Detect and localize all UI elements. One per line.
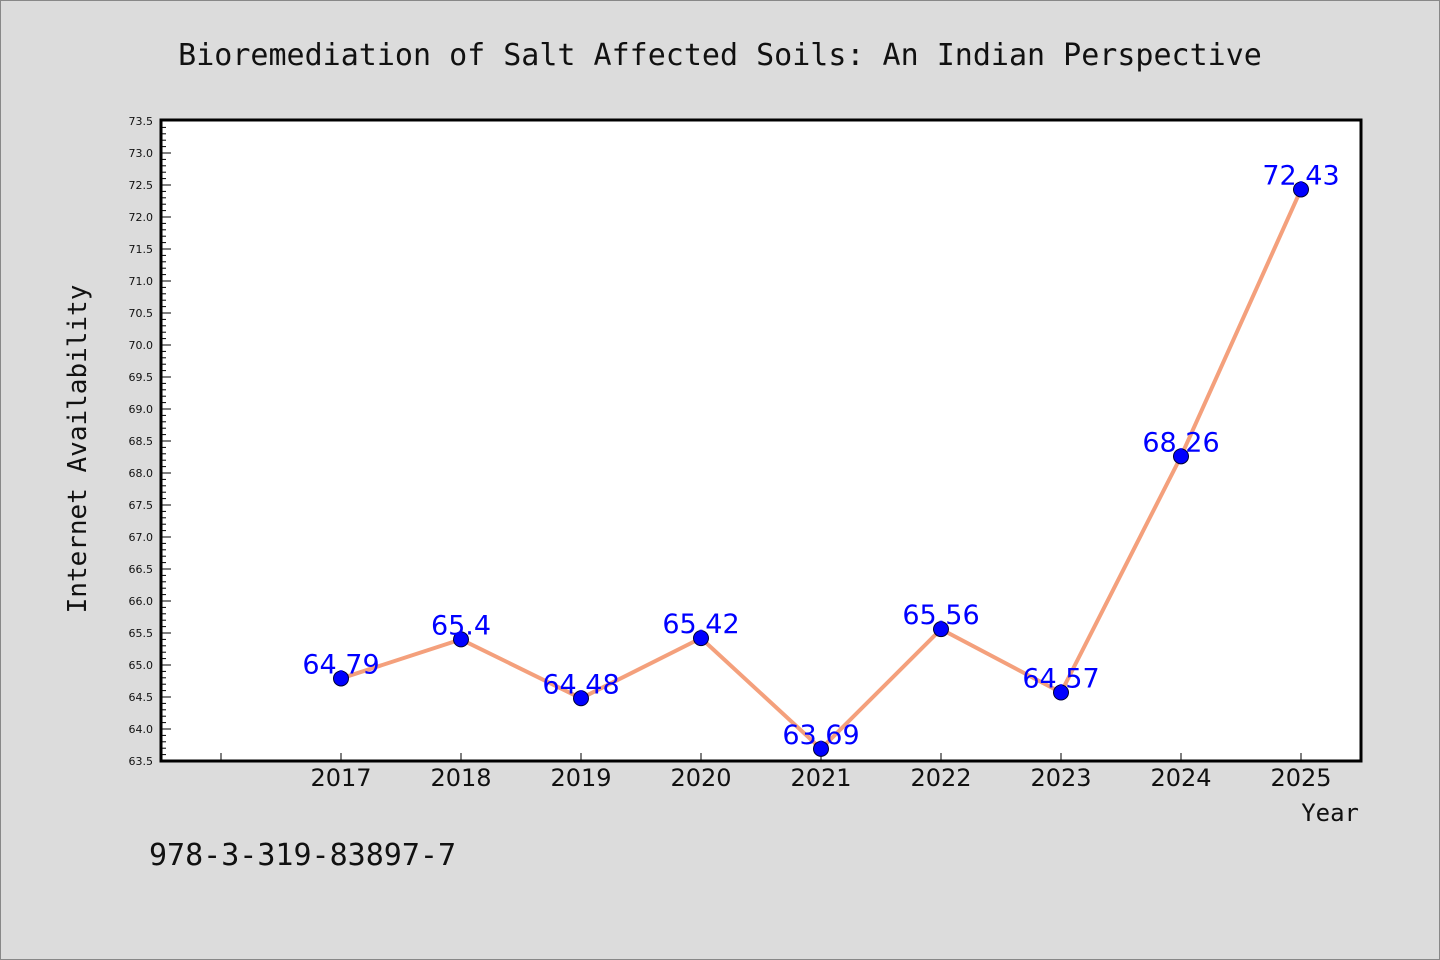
- y-tick-label: 63.5: [129, 755, 154, 768]
- y-tick-label: 64.5: [129, 691, 154, 704]
- x-tick-label: 2017: [310, 764, 371, 792]
- data-label: 65.42: [662, 609, 739, 640]
- data-point: [693, 630, 709, 647]
- x-tick-label: 2023: [1030, 764, 1091, 792]
- data-point: [813, 740, 829, 757]
- y-tick-label: 64.0: [129, 723, 154, 736]
- data-label: 64.57: [1022, 664, 1099, 695]
- data-point: [1053, 684, 1069, 701]
- y-tick-label: 70.0: [129, 339, 154, 352]
- y-tick-label: 73.0: [129, 147, 154, 160]
- y-tick-label: 69.0: [129, 403, 154, 416]
- data-point: [933, 621, 949, 638]
- x-tick-label: 2019: [550, 764, 611, 792]
- data-point: [1173, 448, 1189, 465]
- data-point: [1293, 181, 1309, 198]
- y-tick-label: 72.5: [129, 179, 154, 192]
- data-point: [573, 690, 589, 707]
- data-label: 65.56: [902, 600, 979, 631]
- data-point: [333, 670, 349, 687]
- y-tick-label: 65.0: [129, 659, 154, 672]
- y-tick-label: 68.5: [129, 435, 154, 448]
- x-axis-label: Year: [1301, 799, 1359, 827]
- y-tick-label: 72.0: [129, 211, 154, 224]
- y-tick-label: 67.5: [129, 499, 154, 512]
- y-axis-label: Internet Availability: [63, 285, 93, 614]
- y-tick-label: 65.5: [129, 627, 154, 640]
- isbn-annotation: 978-3-319-83897-7: [149, 838, 456, 873]
- chart-title: Bioremediation of Salt Affected Soils: A…: [178, 38, 1262, 73]
- x-tick-label: 2025: [1270, 764, 1331, 792]
- series-group: 64.79 65.4 64.48 65.42 63.69 65.56 64.57 68.26 7…: [302, 160, 1340, 757]
- data-label: 68.26: [1142, 427, 1219, 458]
- y-tick-label: 66.5: [129, 563, 154, 576]
- data-label: 63.69: [782, 720, 859, 751]
- x-tick-label: 2021: [790, 764, 851, 792]
- y-tick-label: 67.0: [129, 531, 154, 544]
- y-tick-label: 70.5: [129, 307, 154, 320]
- x-tick-label: 2020: [670, 764, 731, 792]
- data-point: [453, 631, 469, 648]
- y-tick-label: 69.5: [129, 371, 154, 384]
- data-label: 72.43: [1262, 160, 1339, 191]
- y-tick-label: 66.0: [129, 595, 154, 608]
- y-tick-label: 68.0: [129, 467, 154, 480]
- x-tick-label: 2024: [1150, 764, 1211, 792]
- data-label: 65.4: [431, 610, 491, 641]
- plot-area: [159, 118, 1363, 763]
- x-tick-label: 2022: [910, 764, 971, 792]
- x-axis: 2017 2018 2019 2020 2021 2022 2023 2024 2025: [220, 753, 1332, 792]
- y-tick-label: 71.5: [129, 243, 154, 256]
- y-tick-label: 71.0: [129, 275, 154, 288]
- x-tick-label: 2018: [430, 764, 491, 792]
- data-label: 64.79: [302, 649, 379, 680]
- y-axis: 63.5 64.0 64.5 65.0 65.5 66.0 66.5 67.0 67.5 68.0…: [129, 115, 171, 768]
- data-label: 64.48: [542, 669, 619, 700]
- y-tick-label: 73.5: [129, 115, 154, 128]
